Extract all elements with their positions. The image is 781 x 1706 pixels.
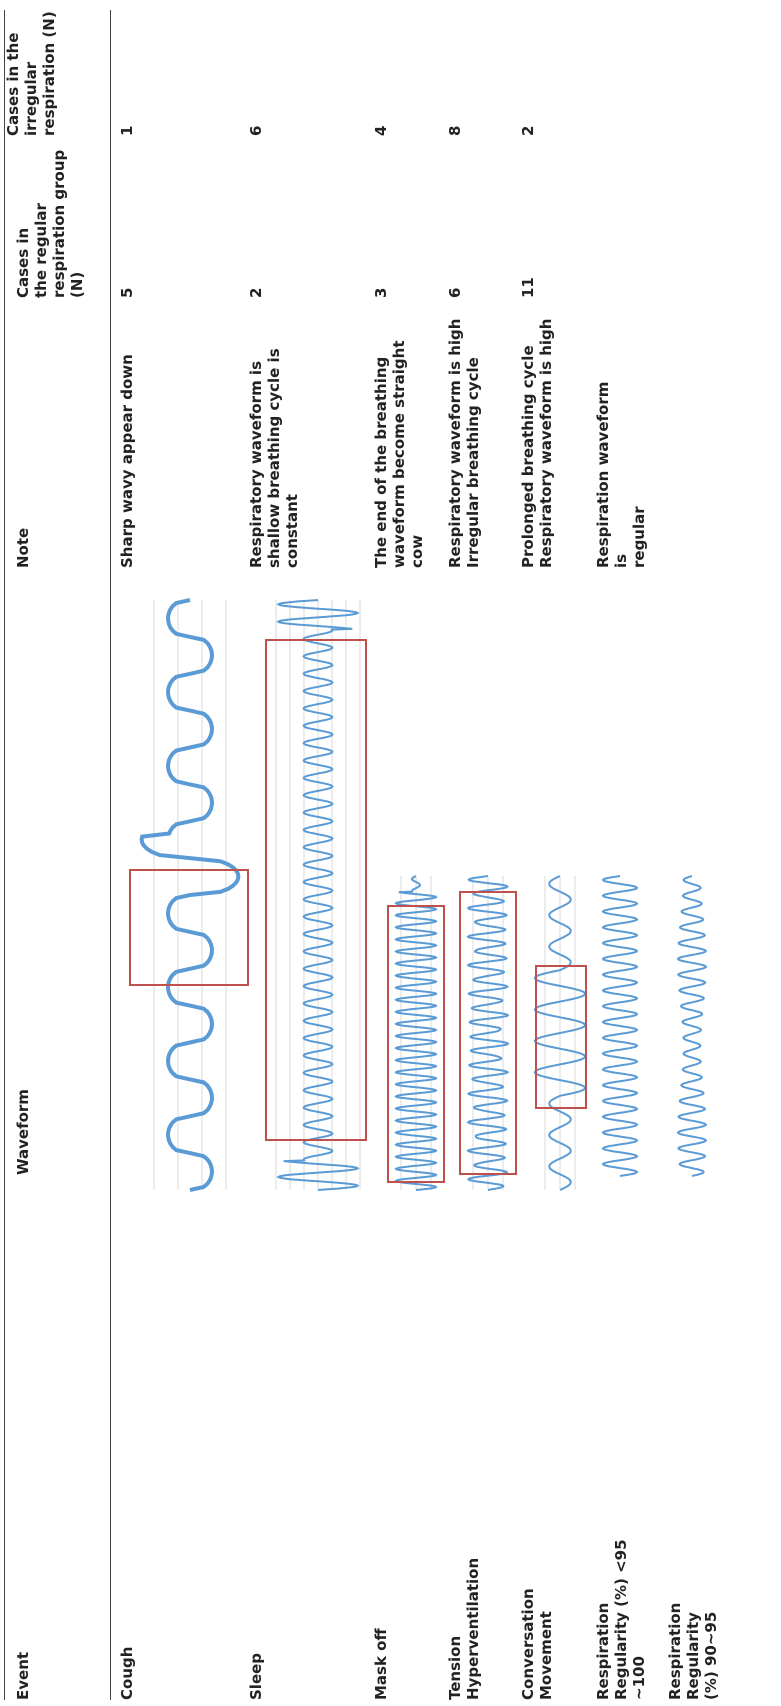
header-regular-cases: Cases in the regular respiration group (… bbox=[14, 149, 86, 298]
highlight-box bbox=[265, 639, 367, 1141]
waveform-trace bbox=[466, 875, 510, 1191]
waveform-trace bbox=[676, 875, 708, 1177]
waveform-regularity-90-95 bbox=[676, 875, 708, 1177]
note-cough: Sharp wavy appear down bbox=[118, 354, 136, 568]
highlight-box bbox=[387, 905, 445, 1183]
regular-conversation-movement: 11 bbox=[519, 277, 537, 298]
irregular-cough: 1 bbox=[118, 125, 136, 136]
regular-sleep: 2 bbox=[247, 287, 265, 298]
header-rule bbox=[110, 10, 111, 1700]
event-regularity-95-100: Respiration Regularity (%) <95 ~100 bbox=[594, 1539, 648, 1700]
header-irregular-cases: Cases in the irregular respiration (N) bbox=[4, 11, 58, 136]
waveform-trace bbox=[533, 875, 587, 1191]
regular-tension-hyperventilation: 6 bbox=[446, 287, 464, 298]
event-regularity-90-95: Respiration Regularity (%) 90~95 bbox=[666, 1602, 720, 1700]
waveform-conversation-movement bbox=[533, 875, 587, 1191]
irregular-tension-hyperventilation: 8 bbox=[446, 125, 464, 136]
waveform-tension-hyperventilation bbox=[459, 875, 517, 1191]
note-regularity-95-100: Respiration waveform is regular bbox=[594, 381, 648, 568]
highlight-box bbox=[459, 891, 517, 1175]
waveform-sleep bbox=[265, 599, 367, 1191]
irregular-conversation-movement: 2 bbox=[519, 125, 537, 136]
waveform-regularity-95-100 bbox=[601, 875, 639, 1177]
waveform-trace bbox=[601, 875, 639, 1177]
highlight-box bbox=[535, 965, 587, 1109]
waveform-cough bbox=[129, 598, 249, 1192]
note-sleep: Respiratory waveform is shallow breathin… bbox=[247, 348, 301, 568]
irregular-mask-off: 4 bbox=[372, 125, 390, 136]
regular-mask-off: 3 bbox=[372, 287, 390, 298]
waveform-trace bbox=[139, 598, 241, 1192]
event-tension-hyperventilation: Tension Hyperventilation bbox=[446, 1557, 482, 1700]
regular-cough: 5 bbox=[118, 287, 136, 298]
header-waveform: Waveform bbox=[14, 1089, 32, 1175]
waveform-trace bbox=[276, 599, 360, 1191]
table-top-rule bbox=[4, 10, 5, 1700]
note-tension-hyperventilation: Respiratory waveform is high Irregular b… bbox=[446, 318, 482, 568]
event-cough: Cough bbox=[118, 1646, 136, 1700]
irregular-sleep: 6 bbox=[247, 125, 265, 136]
header-event: Event bbox=[14, 1651, 32, 1700]
waveform-trace bbox=[394, 875, 438, 1191]
event-conversation-movement: Conversation Movement bbox=[519, 1588, 555, 1700]
waveform-mask-off bbox=[387, 875, 445, 1191]
note-mask-off: The end of the breathing waveform become… bbox=[372, 340, 426, 569]
event-mask-off: Mask off bbox=[372, 1628, 390, 1700]
highlight-box bbox=[129, 869, 249, 986]
header-note: Note bbox=[14, 527, 32, 568]
note-conversation-movement: Prolonged breathing cycle Respiratory wa… bbox=[519, 318, 555, 568]
event-sleep: Sleep bbox=[247, 1652, 265, 1700]
